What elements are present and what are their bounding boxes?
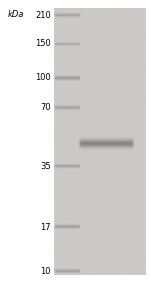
Text: 35: 35 <box>40 162 51 171</box>
Text: kDa: kDa <box>8 10 24 19</box>
Text: 100: 100 <box>35 74 51 82</box>
Text: 210: 210 <box>35 11 51 20</box>
Text: 150: 150 <box>35 39 51 48</box>
Text: 10: 10 <box>40 267 51 276</box>
Text: 70: 70 <box>40 104 51 112</box>
Text: 17: 17 <box>40 222 51 231</box>
